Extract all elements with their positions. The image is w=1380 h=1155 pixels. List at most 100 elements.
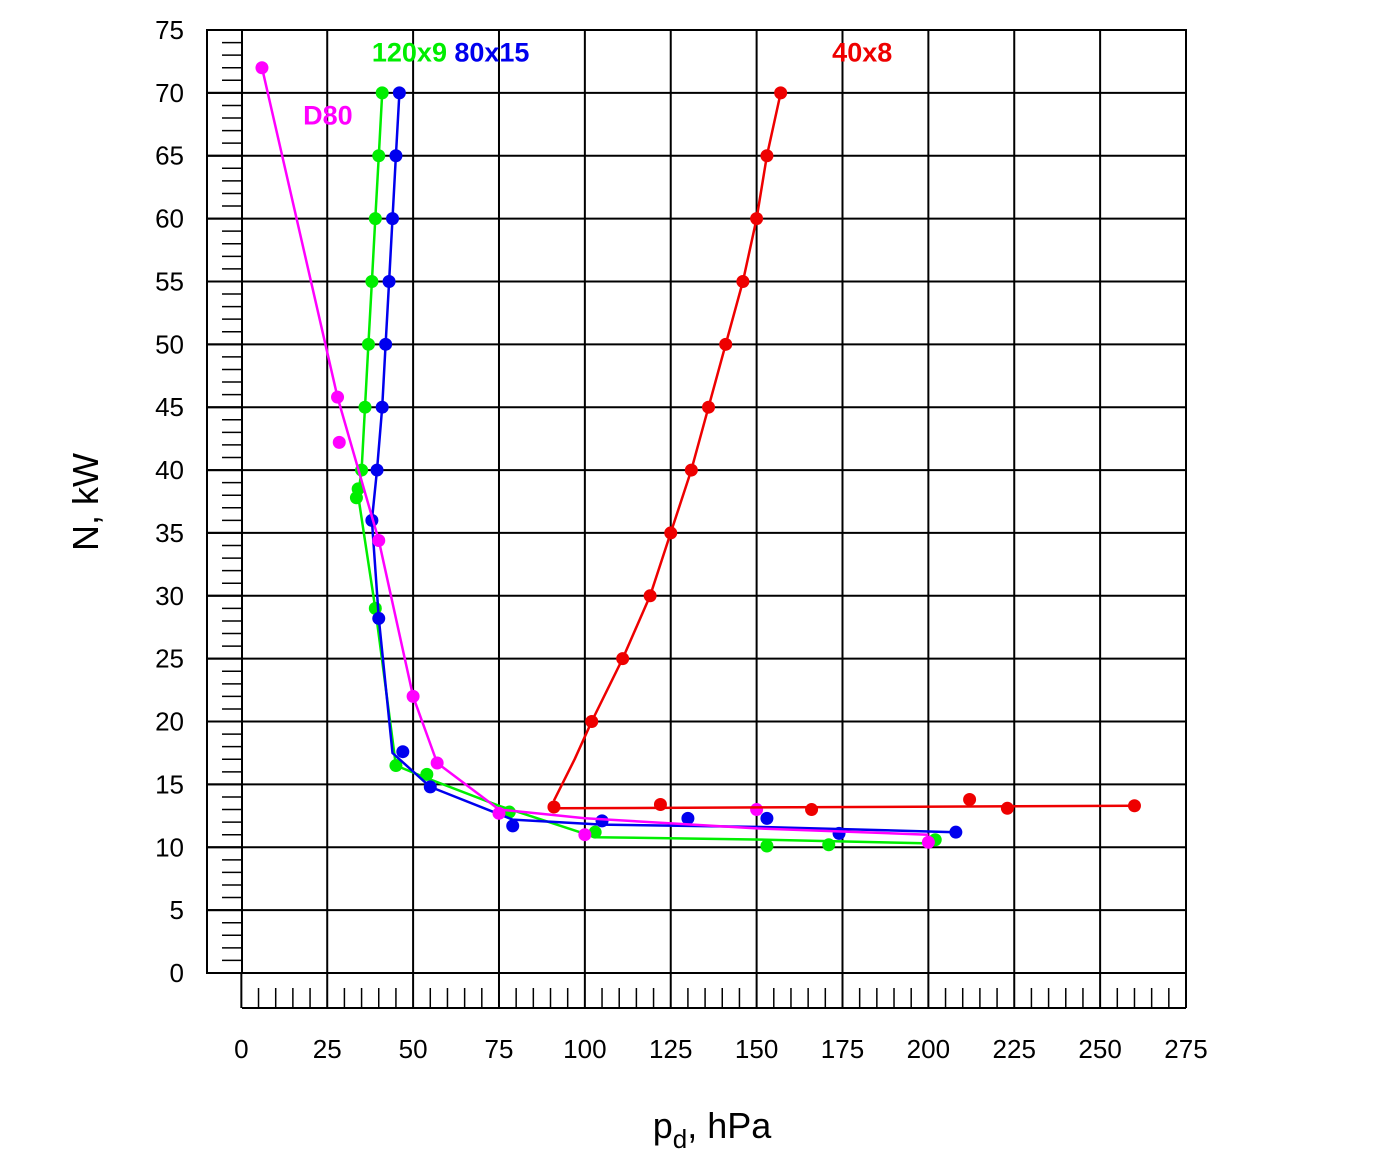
data-point-80x15 (385, 212, 399, 226)
data-point-80x15 (506, 819, 520, 833)
y-tick-label: 20 (155, 707, 184, 737)
data-point-120x9 (588, 825, 602, 839)
data-point-40x8 (805, 803, 819, 817)
y-tick-label: 0 (170, 958, 184, 988)
x-tick-label: 50 (399, 1034, 428, 1064)
axes (208, 29, 1187, 1009)
x-tick-label: 0 (234, 1034, 248, 1064)
data-point-40x8 (963, 792, 977, 806)
series-line-40x8 (553, 804, 1135, 810)
data-point-d80 (332, 435, 346, 449)
data-point-d80 (331, 390, 345, 404)
data-point-80x15 (760, 811, 774, 825)
x-tick-label: 275 (1164, 1034, 1207, 1064)
data-point-80x15 (389, 149, 403, 163)
x-axis-title-unit: , hPa (687, 1105, 772, 1146)
data-point-40x8 (547, 800, 561, 814)
data-point-80x15 (392, 86, 406, 100)
y-tick-label: 40 (155, 455, 184, 485)
data-point-80x15 (375, 400, 389, 414)
plot-border (206, 29, 1187, 974)
data-point-80x15 (382, 274, 396, 288)
data-point-d80 (372, 533, 386, 547)
y-tick-label: 50 (155, 329, 184, 359)
y-tick-label: 25 (155, 644, 184, 674)
series-d80 (255, 61, 935, 849)
data-point-40x8 (750, 212, 764, 226)
data-point-80x15 (423, 780, 437, 794)
tick-labels: 0 5 10 15 20 25 30 35 40 45 50 55 60 65 70 75 0 25 50 75 100… (155, 15, 1208, 1064)
data-point-40x8 (664, 526, 678, 540)
data-point-40x8 (1127, 799, 1141, 813)
data-point-d80 (578, 828, 592, 842)
data-point-80x15 (949, 825, 963, 839)
data-point-80x15 (379, 337, 393, 351)
y-tick-label: 75 (155, 15, 184, 45)
data-point-80x15 (595, 814, 609, 828)
data-point-80x15 (396, 745, 410, 759)
x-tick-label: 125 (649, 1034, 692, 1064)
data-point-40x8 (736, 274, 750, 288)
data-point-120x9 (358, 400, 372, 414)
y-axis-title: N, kW (65, 453, 106, 551)
data-point-d80 (255, 61, 269, 75)
y-tick-label: 60 (155, 204, 184, 234)
x-axis-title-main: p (653, 1105, 673, 1146)
series-layer (255, 61, 1141, 853)
x-tick-label: 250 (1078, 1034, 1121, 1064)
y-tick-label: 35 (155, 518, 184, 548)
data-point-120x9 (372, 149, 386, 163)
series-label-120x9: 120x9 (372, 37, 447, 67)
x-tick-label: 150 (735, 1034, 778, 1064)
y-tick-label: 65 (155, 141, 184, 171)
data-point-40x8 (616, 652, 630, 666)
data-point-80x15 (681, 811, 695, 825)
data-point-40x8 (760, 149, 774, 163)
x-tick-label: 225 (993, 1034, 1036, 1064)
data-point-120x9 (361, 337, 375, 351)
data-point-120x9 (365, 274, 379, 288)
data-point-40x8 (702, 400, 716, 414)
data-point-40x8 (684, 463, 698, 477)
data-point-d80 (750, 803, 764, 817)
series-line-40x8 (552, 92, 782, 802)
data-point-40x8 (1000, 801, 1014, 815)
data-point-80x15 (370, 463, 384, 477)
data-point-120x9 (349, 491, 363, 505)
y-tick-label: 55 (155, 266, 184, 296)
grid (206, 29, 1187, 974)
series-40x8 (547, 86, 1141, 817)
data-point-80x15 (832, 826, 846, 840)
data-point-40x8 (585, 715, 599, 729)
x-tick-label: 200 (907, 1034, 950, 1064)
series-label-80x15: 80x15 (454, 37, 529, 67)
data-point-120x9 (420, 767, 434, 781)
y-tick-label: 15 (155, 769, 184, 799)
data-point-120x9 (375, 86, 389, 100)
series-label-d80: D80 (303, 100, 353, 130)
x-tick-label: 100 (563, 1034, 606, 1064)
y-tick-label: 30 (155, 581, 184, 611)
annotations: 120x9 80x15 D80 40x8 (303, 37, 892, 130)
data-point-120x9 (822, 838, 836, 852)
data-point-d80 (406, 689, 420, 703)
x-tick-label: 25 (313, 1034, 342, 1064)
data-point-40x8 (774, 86, 788, 100)
data-point-80x15 (372, 611, 386, 625)
x-tick-label: 175 (821, 1034, 864, 1064)
x-tick-label: 75 (485, 1034, 514, 1064)
data-point-d80 (430, 756, 444, 770)
y-tick-label: 70 (155, 78, 184, 108)
data-point-120x9 (368, 212, 382, 226)
series-label-40x8: 40x8 (832, 37, 892, 67)
data-point-120x9 (502, 805, 516, 819)
data-point-120x9 (760, 839, 774, 853)
y-tick-label: 10 (155, 832, 184, 862)
series-line-120x9 (356, 92, 936, 845)
data-point-d80 (921, 835, 935, 849)
y-tick-label: 45 (155, 392, 184, 422)
data-point-d80 (492, 806, 506, 820)
y-tick-label: 5 (170, 895, 184, 925)
data-point-120x9 (389, 759, 403, 773)
